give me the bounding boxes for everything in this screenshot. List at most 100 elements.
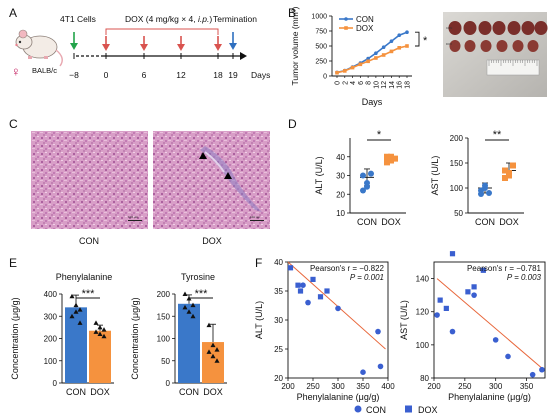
x-category-label: DOX: [203, 387, 223, 397]
data-point-dox: [384, 153, 390, 160]
data-point: [101, 327, 107, 332]
significance-marker: ***: [195, 288, 209, 300]
timeline-tick-label: 12: [176, 70, 186, 80]
data-point-dox: [310, 276, 316, 282]
data-point: [97, 324, 103, 330]
scalebar-con-label: 100 μm: [128, 215, 139, 219]
data-point: [97, 331, 103, 337]
timeline-tick-label: 6: [142, 70, 147, 80]
data-point: [214, 358, 220, 363]
timeline-tick-label: 18: [213, 70, 223, 80]
x-tick-label: 250: [458, 382, 472, 391]
data-point: [186, 309, 192, 314]
data-point-con: [375, 328, 381, 335]
data-point: [206, 349, 212, 354]
significance-marker: **: [493, 129, 502, 141]
data-point-con: [486, 190, 492, 196]
tumor-dox: [527, 40, 539, 52]
legend-dox-label: DOX: [356, 24, 374, 33]
data-point-con: [360, 369, 366, 376]
data-point-con: [389, 39, 394, 43]
y-axis-label: AST (U/L): [399, 300, 409, 340]
y-tick-label: 20: [336, 190, 345, 199]
significance-marker: ***: [82, 288, 96, 300]
x-tick-label: 8: [366, 81, 373, 85]
data-point-dox: [374, 56, 378, 60]
x-tick-label: 14: [389, 81, 396, 89]
x-tick-label: 300: [331, 382, 345, 391]
legend-con-label: CON: [356, 15, 374, 24]
y-tick-label: 100: [450, 184, 464, 193]
x-axis-label: Days: [362, 97, 383, 107]
y-tick-label: 1000: [311, 14, 327, 21]
alt-correlation-chart: 20 25 30 35 40 200 250 300 350 400 Pearson's r = −…: [254, 258, 395, 402]
y-axis-label: ALT (U/L): [314, 156, 324, 194]
dox-regimen-label: DOX (4 mg/kg × 4, i.p.): [125, 14, 212, 24]
y-tick-label: 30: [274, 316, 283, 325]
y-tick-label: 50: [454, 209, 463, 218]
x-tick-label: 350: [356, 382, 370, 391]
timeline-tick-label: −8: [69, 70, 79, 80]
histology-con-image: [31, 131, 148, 229]
data-point-dox: [502, 175, 508, 181]
tumor-dox: [449, 40, 461, 52]
correlation-legend: CON DOX: [354, 405, 438, 415]
phenylalanine-bar-chart: 0 100 200 300 400 CON DOX *** Phenylalanine Conce…: [10, 272, 114, 397]
data-point-dox: [397, 46, 402, 50]
x-category-label: DOX: [381, 217, 401, 227]
data-point-dox: [350, 65, 355, 70]
series-line-con: [336, 31, 408, 74]
series-line-dox: [336, 45, 408, 74]
y-tick-label: 0: [53, 379, 58, 388]
data-point-con: [335, 305, 341, 312]
data-point: [206, 322, 212, 328]
x-tick-label: 2: [342, 81, 349, 85]
data-point-con: [300, 282, 306, 289]
tumor-con: [448, 21, 462, 35]
panel-label-d: D: [288, 117, 297, 131]
legend-dox-label: DOX: [418, 405, 438, 415]
timeline-tick-label: 0: [104, 70, 109, 80]
timeline-ticks: −8 0 6 12 18 19: [69, 53, 238, 80]
dox-injection-arrowhead: [177, 44, 185, 51]
y-axis-label: Tumor volume (mm³): [290, 6, 300, 85]
histology-label-con: CON: [79, 236, 99, 246]
data-point-dox: [471, 284, 477, 290]
data-point: [69, 313, 75, 319]
lesion-arrowhead-1: [199, 152, 207, 159]
data-point: [73, 302, 79, 308]
tyrosine-bar-chart: 0 50 100 150 200 CON DOX *** Tyrosine Concentrati…: [130, 272, 227, 397]
data-point-dox: [335, 70, 339, 75]
data-point: [190, 313, 196, 319]
dox-injection-arrowhead: [140, 44, 148, 51]
data-point-con: [368, 170, 374, 177]
ast-correlation-chart: 80 100 120 140 200 250 300 350 Pearson's r = −0.…: [399, 251, 546, 402]
photo-label-dox: DOX: [446, 42, 452, 46]
y-tick-label: 150: [450, 159, 464, 168]
tumor-con: [478, 21, 492, 35]
data-point-dox: [388, 153, 394, 160]
tumor-photo: CON DOX: [443, 12, 548, 97]
y-tick-label: 750: [315, 29, 327, 36]
data-point-con: [374, 51, 378, 55]
x-tick-label: 16: [397, 81, 404, 89]
alt-scatter-chart: 10 20 30 40 CON DOX * ALT (U/L): [314, 129, 406, 227]
legend-con-marker: [344, 17, 348, 21]
panel-label-e: E: [9, 256, 17, 270]
data-point: [93, 320, 99, 325]
legend-dox-marker: [344, 26, 348, 30]
y-axis-label: AST (U/L): [430, 156, 440, 196]
x-category-label: CON: [179, 387, 199, 397]
x-category-label: DOX: [90, 387, 110, 397]
y-tick-label: 30: [336, 172, 345, 181]
data-point-con: [405, 30, 409, 34]
data-point: [101, 333, 107, 339]
p-value: P = 0.003: [507, 273, 542, 282]
lesion-arrowhead-2: [224, 172, 232, 179]
y-tick-label: 10: [336, 209, 345, 218]
regression-line: [287, 261, 386, 350]
cells-arrow: [70, 32, 78, 50]
y-tick-label: 35: [274, 287, 283, 296]
y-tick-label: 500: [315, 44, 327, 51]
